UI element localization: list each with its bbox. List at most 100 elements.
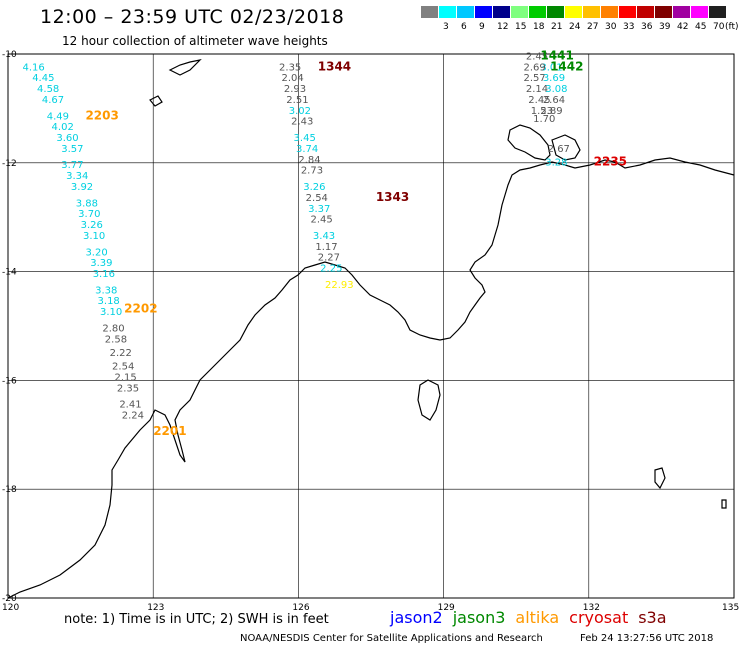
satellite-name: altika bbox=[515, 608, 560, 627]
wave-height-value: 3.77 bbox=[61, 160, 83, 171]
wave-height-value: 1.17 bbox=[315, 242, 337, 253]
wave-height-value: 3.34 bbox=[66, 171, 88, 182]
wave-height-value: 2.27 bbox=[318, 253, 340, 264]
timestamp: Feb 24 13:27:56 UTC 2018 bbox=[580, 633, 714, 644]
legend-tick-label: 36 bbox=[641, 22, 653, 32]
track-id-label: 1344 bbox=[318, 59, 351, 73]
wave-height-value: 3.88 bbox=[76, 198, 98, 209]
legend-tick-label: 15 bbox=[515, 22, 527, 32]
track-id-label: 1442 bbox=[550, 59, 583, 73]
legend-swatch bbox=[547, 6, 565, 18]
tiwi-islands-coastline bbox=[507, 124, 551, 161]
lat-label: -14 bbox=[2, 268, 17, 278]
wave-height-value: 2.54 bbox=[112, 362, 134, 373]
track-id-label: 2201 bbox=[153, 424, 186, 438]
wave-height-value: 2.15 bbox=[114, 372, 136, 383]
wave-height-value: 2.45 bbox=[311, 215, 333, 226]
wave-height-value: 3.39 bbox=[90, 258, 112, 269]
legend-swatch bbox=[439, 6, 457, 18]
wave-height-value: 3.74 bbox=[296, 144, 318, 155]
legend-unit: (ft) bbox=[725, 22, 739, 32]
wave-height-value: 2.22 bbox=[110, 348, 132, 359]
legend-swatch bbox=[691, 6, 709, 18]
satellite-name: jason3 bbox=[452, 608, 506, 627]
wave-height-value: 2.45 bbox=[528, 95, 550, 106]
wave-height-value: 3.60 bbox=[56, 133, 78, 144]
lon-label: 135 bbox=[722, 603, 739, 613]
wave-height-value: 3.57 bbox=[61, 144, 83, 155]
wave-height-value: 2.51 bbox=[286, 95, 308, 106]
island-east bbox=[721, 499, 727, 509]
wave-height-value: 2.89 bbox=[540, 106, 562, 117]
wave-height-value: 2.80 bbox=[102, 323, 124, 334]
lon-label: 132 bbox=[583, 603, 600, 613]
track-id-label: 2203 bbox=[85, 108, 118, 122]
lat-label: -18 bbox=[2, 485, 17, 495]
wave-height-value: 2.41 bbox=[119, 400, 141, 411]
wave-height-value: 3.38 bbox=[95, 285, 117, 296]
wave-height-value: 1.70 bbox=[533, 114, 555, 125]
wave-height-value: 2.57 bbox=[523, 73, 545, 84]
wave-height-value: 3.26 bbox=[81, 220, 103, 231]
lat-label: -12 bbox=[2, 159, 17, 169]
wave-height-value: 3.70 bbox=[78, 209, 100, 220]
legend-tick-label: 30 bbox=[605, 22, 617, 32]
wave-height-value: 4.58 bbox=[37, 84, 59, 95]
wave-height-value: 2.24 bbox=[122, 410, 144, 421]
wave-height-value: 2.64 bbox=[543, 95, 565, 106]
wave-height-value: 3.08 bbox=[545, 84, 567, 95]
legend-swatch bbox=[637, 6, 655, 18]
wave-height-value: 4.16 bbox=[23, 62, 45, 73]
color-scale-legend bbox=[421, 6, 727, 18]
legend-swatch bbox=[601, 6, 619, 18]
satellite-name: s3a bbox=[638, 608, 667, 627]
legend-tick-label: 39 bbox=[659, 22, 671, 32]
wave-height-value: 3.18 bbox=[98, 296, 120, 307]
coastline bbox=[7, 59, 735, 599]
credit: NOAA/NESDIS Center for Satellite Applica… bbox=[240, 633, 543, 644]
wave-height-value: 2.67 bbox=[548, 144, 570, 155]
lat-label: -16 bbox=[2, 376, 17, 386]
wave-height-value: 3.01 bbox=[540, 62, 562, 73]
wave-height-value: 4.45 bbox=[32, 73, 54, 84]
legend-swatch bbox=[421, 6, 439, 18]
map-subtitle: 12 hour collection of altimeter wave hei… bbox=[62, 34, 328, 48]
cobourg-coastline bbox=[551, 134, 581, 161]
wave-height-value: 3.43 bbox=[313, 231, 335, 242]
legend-swatch bbox=[583, 6, 601, 18]
wave-height-value: 2.84 bbox=[298, 155, 320, 166]
lat-label: -10 bbox=[2, 50, 17, 60]
legend-tick-label: 27 bbox=[587, 22, 599, 32]
wave-height-value: 2.14 bbox=[526, 84, 548, 95]
wave-height-value: 3.92 bbox=[71, 182, 93, 193]
wave-height-value: 2.35 bbox=[279, 62, 301, 73]
wave-height-value: 4.49 bbox=[47, 111, 69, 122]
legend-tick-label: 6 bbox=[461, 22, 467, 32]
track-id-label: 1441 bbox=[540, 48, 573, 62]
lon-label: 120 bbox=[2, 603, 19, 613]
track-id-label: 1343 bbox=[376, 190, 409, 204]
timor-coastline bbox=[168, 59, 202, 76]
wave-height-value: 3.10 bbox=[100, 307, 122, 318]
wave-height-value: 3.16 bbox=[93, 269, 115, 280]
legend-swatch bbox=[457, 6, 475, 18]
legend-tick-label: 12 bbox=[497, 22, 509, 32]
lat-label: -20 bbox=[2, 594, 17, 604]
legend-swatch bbox=[475, 6, 493, 18]
satellite-name: jason2 bbox=[390, 608, 443, 627]
rote-island bbox=[149, 95, 163, 107]
legend-tick-label: 21 bbox=[551, 22, 563, 32]
legend-swatch bbox=[565, 6, 583, 18]
wave-height-value: 2.35 bbox=[117, 383, 139, 394]
legend-swatch bbox=[493, 6, 511, 18]
satellite-legend: jason2 jason3 altika cryosat s3a bbox=[390, 608, 677, 627]
groote-eylandt bbox=[654, 467, 666, 490]
wave-height-value: 2.04 bbox=[281, 73, 303, 84]
australia-coastline bbox=[7, 157, 735, 599]
footer-note: note: 1) Time is in UTC; 2) SWH is in fe… bbox=[64, 612, 329, 627]
wave-height-value: 4.02 bbox=[52, 122, 74, 133]
wave-height-value: 2.73 bbox=[301, 166, 323, 177]
legend-tick-label: 18 bbox=[533, 22, 545, 32]
track-id-label: 2235 bbox=[594, 155, 627, 169]
